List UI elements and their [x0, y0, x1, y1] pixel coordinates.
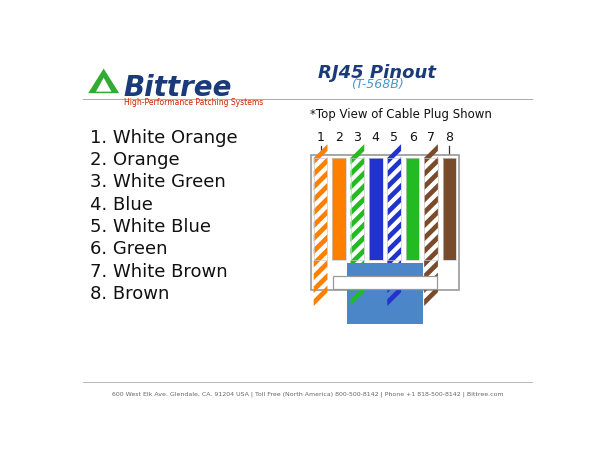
Polygon shape	[424, 248, 438, 268]
Polygon shape	[388, 196, 401, 217]
Polygon shape	[314, 235, 328, 255]
Bar	[424, 158, 438, 260]
Polygon shape	[424, 222, 438, 242]
Bar	[314, 158, 328, 260]
Text: 3: 3	[353, 131, 361, 144]
Polygon shape	[388, 222, 401, 242]
Polygon shape	[314, 209, 328, 229]
Polygon shape	[314, 273, 328, 294]
Polygon shape	[388, 260, 401, 281]
Polygon shape	[388, 183, 401, 204]
Bar	[314, 158, 328, 260]
Text: 4. Blue: 4. Blue	[91, 195, 154, 213]
Polygon shape	[314, 183, 328, 204]
Text: 600 West Elk Ave. Glendale, CA. 91204 USA | Toll Free (North America) 800-500-81: 600 West Elk Ave. Glendale, CA. 91204 US…	[112, 391, 503, 396]
Polygon shape	[388, 235, 401, 255]
Polygon shape	[388, 170, 401, 191]
Polygon shape	[350, 235, 364, 255]
Polygon shape	[388, 145, 401, 165]
Bar	[347, 263, 423, 277]
Bar	[311, 156, 458, 290]
Polygon shape	[350, 170, 364, 191]
Polygon shape	[314, 170, 328, 191]
Polygon shape	[424, 286, 438, 307]
Polygon shape	[350, 286, 364, 307]
Text: 1: 1	[317, 131, 325, 144]
Polygon shape	[388, 248, 401, 268]
Bar	[443, 158, 457, 260]
Polygon shape	[424, 158, 438, 178]
Text: 2. Orange: 2. Orange	[91, 151, 180, 169]
Bar	[350, 158, 364, 260]
Bar	[369, 158, 383, 260]
Bar	[332, 158, 346, 260]
Polygon shape	[96, 79, 112, 93]
Bar	[443, 158, 457, 260]
Polygon shape	[350, 222, 364, 242]
Polygon shape	[350, 158, 364, 178]
Bar	[424, 158, 438, 260]
Polygon shape	[350, 209, 364, 229]
Text: 4: 4	[372, 131, 380, 144]
Polygon shape	[314, 158, 328, 178]
Text: 1. White Orange: 1. White Orange	[91, 129, 238, 146]
Text: 2: 2	[335, 131, 343, 144]
Bar	[334, 277, 437, 289]
Polygon shape	[424, 170, 438, 191]
Polygon shape	[350, 260, 364, 281]
Bar	[388, 158, 401, 260]
Polygon shape	[314, 196, 328, 217]
Text: 3. White Green: 3. White Green	[91, 173, 226, 191]
Text: 6: 6	[409, 131, 416, 144]
Bar	[388, 158, 401, 260]
Text: 6. Green: 6. Green	[91, 240, 168, 258]
Polygon shape	[314, 222, 328, 242]
Polygon shape	[424, 196, 438, 217]
Polygon shape	[388, 273, 401, 294]
Text: 5: 5	[390, 131, 398, 144]
Polygon shape	[350, 145, 364, 165]
Polygon shape	[314, 145, 328, 165]
Polygon shape	[424, 145, 438, 165]
Polygon shape	[350, 183, 364, 204]
Polygon shape	[388, 286, 401, 307]
Polygon shape	[388, 209, 401, 229]
Text: (T-568B): (T-568B)	[351, 78, 404, 91]
Polygon shape	[424, 273, 438, 294]
Polygon shape	[424, 183, 438, 204]
Text: 8. Brown: 8. Brown	[91, 285, 170, 302]
Bar	[406, 158, 419, 260]
Polygon shape	[350, 196, 364, 217]
Polygon shape	[424, 235, 438, 255]
Text: 7. White Brown: 7. White Brown	[91, 262, 228, 280]
Polygon shape	[350, 248, 364, 268]
Polygon shape	[424, 260, 438, 281]
Text: 8: 8	[445, 131, 454, 144]
Text: *Top View of Cable Plug Shown: *Top View of Cable Plug Shown	[310, 107, 491, 120]
Polygon shape	[314, 248, 328, 268]
Polygon shape	[88, 69, 119, 94]
Bar	[332, 158, 346, 260]
Bar	[347, 289, 423, 325]
Text: 7: 7	[427, 131, 435, 144]
Text: RJ45 Pinout: RJ45 Pinout	[318, 63, 436, 81]
Bar	[369, 158, 383, 260]
Text: 5. White Blue: 5. White Blue	[91, 218, 212, 236]
Text: High-Performance Patching Systems: High-Performance Patching Systems	[124, 98, 263, 107]
Text: Bittree: Bittree	[124, 74, 232, 102]
Polygon shape	[424, 209, 438, 229]
Bar	[406, 158, 419, 260]
Bar	[350, 158, 364, 260]
Polygon shape	[350, 273, 364, 294]
Polygon shape	[314, 286, 328, 307]
Polygon shape	[314, 260, 328, 281]
Polygon shape	[388, 158, 401, 178]
